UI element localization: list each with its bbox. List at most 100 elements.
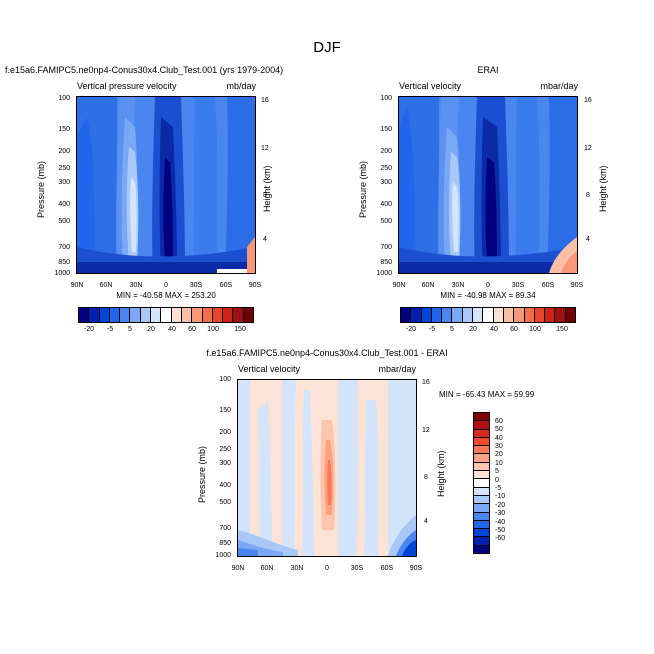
- pressure-tick: 300: [58, 179, 70, 186]
- colorbar-swatch: [79, 308, 90, 322]
- colorbar-label: 5: [450, 326, 454, 333]
- contour-plot: [398, 96, 578, 274]
- height-tick: 16: [422, 379, 430, 386]
- contour-field: [77, 97, 255, 273]
- colorbar-swatch: [181, 308, 193, 322]
- panel-units: mbar/day: [378, 364, 416, 374]
- lat-tick: 0: [486, 282, 490, 289]
- colorbar-swatch: [474, 479, 489, 488]
- y-axis-label: Pressure (mb): [358, 160, 368, 218]
- pressure-tick: 200: [58, 148, 70, 155]
- colorbar-vertical: [473, 412, 490, 554]
- contour-plot: [76, 96, 256, 274]
- colorbar-label: -60: [495, 535, 506, 542]
- colorbar-label: -40: [495, 519, 506, 526]
- pressure-tick: 1000: [376, 270, 392, 277]
- pressure-tick: 200: [219, 429, 231, 436]
- colorbar-swatch: [514, 308, 525, 322]
- colorbar-label: -50: [495, 527, 506, 534]
- height-tick: 8: [586, 192, 590, 199]
- pressure-tick: 700: [219, 525, 231, 532]
- pressure-tick: 400: [219, 482, 231, 489]
- pressure-tick: 500: [58, 218, 70, 225]
- colorbar-swatch: [243, 308, 254, 322]
- panel-left-label: Vertical velocity: [238, 364, 301, 374]
- colorbar-label: 40: [490, 326, 498, 333]
- lat-tick: 60N: [421, 282, 435, 289]
- colorbar-swatch: [524, 308, 535, 322]
- colorbar-swatch: [503, 308, 515, 322]
- colorbar-swatch: [474, 446, 489, 455]
- height-tick: 12: [584, 145, 592, 152]
- colorbar-label: 150: [234, 326, 246, 333]
- colorbar-swatch: [474, 437, 489, 447]
- colorbar-swatch: [223, 308, 234, 322]
- pressure-tick: 850: [58, 259, 70, 266]
- height-tick: 12: [422, 427, 430, 434]
- colorbar-swatch: [474, 537, 489, 546]
- stats-label: MIN = -65.43 MAX = 59.99: [439, 390, 535, 399]
- colorbar-swatch: [545, 308, 556, 322]
- colorbar-swatch: [99, 308, 110, 322]
- figure-title: DJF: [313, 39, 341, 56]
- colorbar-swatch: [474, 504, 489, 513]
- pressure-tick: 500: [380, 218, 392, 225]
- colorbar-swatch: [474, 545, 489, 554]
- colorbar-swatch: [89, 308, 100, 322]
- colorbar-swatch: [474, 454, 489, 463]
- colorbar-label: 0: [495, 477, 499, 484]
- colorbar-swatch: [483, 308, 494, 322]
- pressure-tick: 150: [219, 407, 231, 414]
- contour-field: [399, 97, 577, 273]
- colorbar-swatch: [161, 308, 172, 322]
- colorbar-label: -10: [495, 493, 506, 500]
- colorbar-label: 20: [147, 326, 155, 333]
- pressure-tick: 150: [380, 126, 392, 133]
- colorbar-swatch: [474, 471, 489, 480]
- pressure-tick: 850: [219, 540, 231, 547]
- colorbar-swatch: [474, 495, 489, 505]
- colorbar-swatch: [202, 308, 213, 322]
- lat-tick: 30N: [129, 282, 143, 289]
- height-tick: 16: [261, 97, 269, 104]
- colorbar-swatch: [474, 462, 489, 472]
- colorbar-label: 20: [495, 451, 503, 458]
- height-tick: 4: [424, 518, 428, 525]
- height-tick: 12: [261, 145, 269, 152]
- colorbar-swatch: [473, 308, 484, 322]
- colorbar-swatch: [120, 308, 131, 322]
- pressure-tick: 700: [380, 244, 392, 251]
- colorbar-swatch: [555, 308, 566, 322]
- colorbar: [400, 307, 576, 323]
- pressure-tick: 100: [58, 95, 70, 102]
- height-tick: 16: [584, 97, 592, 104]
- pressure-tick: 250: [380, 165, 392, 172]
- lat-tick: 90S: [248, 282, 262, 289]
- lat-tick: 30S: [511, 282, 525, 289]
- lat-tick: 0: [325, 565, 329, 572]
- colorbar-label: 60: [495, 418, 503, 425]
- colorbar-swatch: [109, 308, 121, 322]
- colorbar-swatch: [474, 421, 489, 430]
- pressure-tick: 1000: [54, 270, 70, 277]
- colorbar-swatch: [421, 308, 432, 322]
- pressure-tick: 850: [380, 259, 392, 266]
- lat-tick: 90N: [231, 565, 245, 572]
- lat-tick: 30S: [189, 282, 203, 289]
- lat-tick: 60S: [380, 565, 394, 572]
- colorbar-label: 20: [469, 326, 477, 333]
- colorbar-swatch: [431, 308, 443, 322]
- colorbar-label: 40: [168, 326, 176, 333]
- colorbar-swatch: [534, 308, 546, 322]
- panel-title: ERAI: [477, 65, 499, 75]
- colorbar-label: -5: [106, 326, 114, 333]
- colorbar-swatch: [493, 308, 504, 322]
- colorbar-swatch: [474, 512, 489, 521]
- colorbar-swatch: [401, 308, 412, 322]
- lat-tick: 30S: [350, 565, 364, 572]
- colorbar-label: 5: [128, 326, 132, 333]
- lat-tick: 90N: [392, 282, 406, 289]
- pressure-tick: 250: [58, 165, 70, 172]
- lat-tick: 60S: [541, 282, 555, 289]
- colorbar-label: 100: [529, 326, 541, 333]
